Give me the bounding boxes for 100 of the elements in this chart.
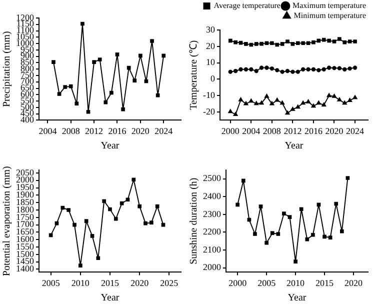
point bbox=[84, 219, 88, 224]
point bbox=[290, 42, 295, 46]
x-tick-label: 2024 bbox=[346, 126, 365, 136]
point bbox=[66, 208, 70, 212]
x-tick-label: 2024 bbox=[154, 126, 174, 136]
legend-label: Average temperature bbox=[214, 1, 281, 10]
y-tick-label: 2500 bbox=[203, 173, 222, 184]
point bbox=[316, 38, 321, 43]
y-tick-label: 1400 bbox=[16, 264, 34, 274]
point bbox=[332, 40, 336, 44]
point bbox=[311, 67, 316, 72]
point bbox=[342, 67, 347, 72]
x-tick-label: 2004 bbox=[242, 126, 261, 136]
point bbox=[52, 60, 56, 64]
point bbox=[348, 98, 352, 102]
point bbox=[126, 198, 130, 202]
y-axis-title: Precipitation (mm) bbox=[2, 31, 13, 108]
point bbox=[238, 97, 243, 102]
x-tick-label: 2020 bbox=[130, 278, 150, 288]
x-axis-title: Year bbox=[100, 292, 120, 304]
point bbox=[138, 54, 142, 58]
point bbox=[233, 68, 238, 74]
point bbox=[74, 102, 79, 106]
x-tick-label: 2000 bbox=[228, 278, 248, 288]
y-tick-label: 1700 bbox=[16, 219, 34, 230]
y-tick-label: 2100 bbox=[203, 244, 222, 254]
point bbox=[68, 84, 73, 88]
point bbox=[90, 234, 94, 238]
point bbox=[338, 37, 342, 41]
point bbox=[305, 237, 310, 242]
point bbox=[348, 40, 352, 44]
point bbox=[270, 66, 274, 71]
point bbox=[275, 68, 280, 72]
y-axis-title: Potential evaporation (mm) bbox=[2, 166, 13, 276]
x-tick-label: 2020 bbox=[325, 126, 344, 136]
point bbox=[228, 38, 232, 43]
point bbox=[121, 107, 125, 112]
point bbox=[80, 22, 84, 26]
y-tick-label: 2050 bbox=[16, 167, 34, 178]
point bbox=[104, 100, 108, 104]
point bbox=[132, 78, 137, 83]
point bbox=[348, 66, 352, 71]
point bbox=[352, 95, 358, 100]
y-tick-label: 30 bbox=[206, 24, 216, 34]
x-axis-title: Year bbox=[288, 292, 307, 304]
x-tick-label: 2010 bbox=[286, 278, 306, 288]
point bbox=[150, 220, 154, 224]
y-tick-label: 2200 bbox=[203, 226, 222, 237]
x-tick-label: 2004 bbox=[38, 126, 58, 136]
x-tick-label: 2010 bbox=[71, 278, 90, 288]
point bbox=[346, 176, 350, 180]
point bbox=[78, 264, 82, 268]
y-tick-label: 0 bbox=[210, 74, 216, 84]
point bbox=[276, 232, 280, 236]
point bbox=[72, 222, 76, 227]
y-tick-label: 1750 bbox=[16, 212, 34, 222]
point bbox=[288, 215, 292, 220]
point bbox=[244, 42, 248, 46]
y-tick-label: 1800 bbox=[16, 204, 34, 214]
point bbox=[322, 38, 326, 42]
legend-label: Minimum temperature bbox=[294, 11, 366, 20]
point bbox=[290, 70, 295, 74]
point bbox=[138, 204, 142, 208]
point bbox=[342, 40, 347, 44]
point bbox=[258, 204, 263, 208]
point bbox=[296, 104, 300, 109]
point bbox=[270, 231, 274, 236]
y-tick-label: 2000 bbox=[16, 174, 34, 185]
point bbox=[296, 70, 300, 74]
x-tick-label: 2000 bbox=[221, 126, 240, 136]
x-tick-label: 2025 bbox=[160, 278, 179, 288]
x-tick-label: 2005 bbox=[42, 278, 60, 288]
point bbox=[353, 40, 357, 44]
y-axis-title: Sunshine duration (h) bbox=[188, 178, 200, 264]
x-axis-title: Year bbox=[284, 140, 304, 152]
point bbox=[334, 202, 338, 206]
x-tick-label: 2008 bbox=[262, 126, 282, 136]
x-tick-label: 2016 bbox=[108, 126, 127, 136]
point bbox=[326, 66, 332, 70]
point bbox=[301, 41, 305, 46]
x-tick-label: 2012 bbox=[85, 126, 104, 136]
point bbox=[126, 66, 131, 70]
point bbox=[322, 67, 326, 72]
point bbox=[92, 60, 96, 64]
point bbox=[337, 66, 342, 70]
y-tick-label: -10 bbox=[202, 90, 216, 100]
x-tick-label: 2020 bbox=[131, 126, 150, 136]
point bbox=[306, 41, 310, 46]
point bbox=[264, 66, 269, 70]
point bbox=[132, 178, 136, 182]
point bbox=[244, 67, 248, 72]
point bbox=[285, 110, 290, 115]
point bbox=[280, 100, 285, 105]
x-tick-label: 2012 bbox=[284, 126, 302, 136]
y-tick-label: 20 bbox=[206, 40, 216, 51]
point bbox=[144, 221, 148, 226]
point bbox=[306, 67, 310, 72]
point bbox=[322, 102, 326, 106]
point bbox=[254, 68, 258, 74]
y-tick-label: -20 bbox=[202, 106, 216, 116]
